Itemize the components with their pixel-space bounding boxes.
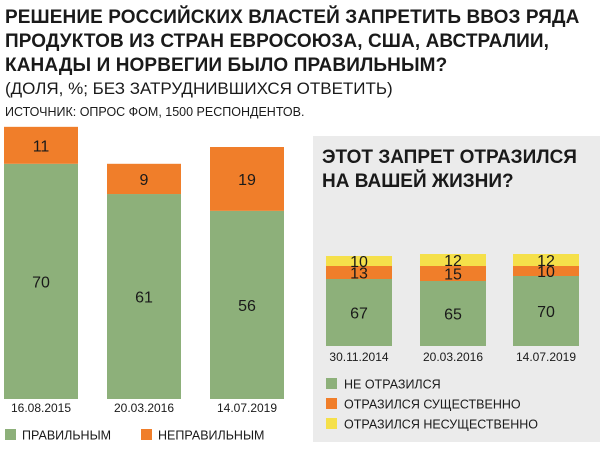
left-chart: 70 11 16.08.2015 61 9 20.03.2016 56 19 14.07.201… xyxy=(4,126,284,443)
chart-subtitle: (ДОЛЯ, %; БЕЗ ЗАТРУДНИВШИХСЯ ОТВЕТИТЬ) xyxy=(5,79,393,98)
right-bar-1-series-3 xyxy=(326,256,392,266)
left-bar-3-series-2-value-label: 19 xyxy=(238,172,256,189)
left-bar-3-series-2 xyxy=(210,147,284,211)
left-bar-2-series-2 xyxy=(107,163,181,195)
left-category-label-2: 20.03.2016 xyxy=(114,401,174,415)
right-category-label-1: 30.11.2014 xyxy=(329,350,388,364)
left-bar-1-series-2-value-label: 11 xyxy=(33,138,50,155)
chart-source: ИСТОЧНИК: ОПРОС ФОМ, 1500 РЕСПОНДЕНТОВ. xyxy=(5,105,305,119)
right-bar-2-series-1 xyxy=(420,281,486,346)
left-bar-3-series-1-value-label: 56 xyxy=(238,298,256,315)
right-legend-label-1: НЕ ОТРАЗИЛСЯ xyxy=(344,378,441,392)
left-bar-2-series-1-value-label: 61 xyxy=(135,290,153,307)
right-bar-2-series-3 xyxy=(420,254,486,266)
right-bar-2-series-2-value-label: 15 xyxy=(444,267,462,284)
left-legend-swatch-неправильным xyxy=(141,429,152,440)
right-bar-3-series-2-value-label: 10 xyxy=(537,264,555,281)
right-legend-label-2: ОТРАЗИЛСЯ СУЩЕСТВЕННО xyxy=(344,398,521,412)
right-bar-2-series-1-value-label: 65 xyxy=(444,307,462,324)
right-category-label-3: 14.07.2019 xyxy=(516,350,576,364)
right-legend-swatch-2 xyxy=(326,398,337,409)
right-legend-swatch-3 xyxy=(326,418,337,429)
left-bar-1-series-2 xyxy=(4,126,78,164)
right-panel-title-line-2: НА ВАШЕЙ ЖИЗНИ? xyxy=(322,170,514,192)
left-category-label-3: 14.07.2019 xyxy=(217,401,277,415)
right-bar-1-series-3-value-label: 10 xyxy=(350,254,368,271)
left-legend-label-правильным: ПРАВИЛЬНЫМ xyxy=(22,429,111,443)
right-legend-label-3: ОТРАЗИЛСЯ НЕСУЩЕСТВЕННО xyxy=(344,418,538,432)
right-category-label-2: 20.03.2016 xyxy=(423,350,483,364)
left-bar-1-series-1-value-label: 70 xyxy=(32,274,50,291)
right-chart: 67131030.11.201465151220.03.201670101214… xyxy=(326,253,579,432)
left-category-label-1: 16.08.2015 xyxy=(11,401,71,415)
left-legend-label-неправильным: НЕПРАВИЛЬНЫМ xyxy=(158,429,264,443)
right-bar-1-series-1-value-label: 67 xyxy=(350,306,368,323)
left-bar-1-series-1 xyxy=(4,163,78,399)
right-bar-3-series-3 xyxy=(513,254,579,266)
left-legend-swatch-правильным xyxy=(5,429,16,440)
right-bar-3-series-1 xyxy=(513,276,579,346)
right-panel-title-line-1: ЭТОТ ЗАПРЕТ ОТРАЗИЛСЯ xyxy=(322,147,577,168)
right-legend-swatch-1 xyxy=(326,378,337,389)
right-bar-2-series-2 xyxy=(420,266,486,281)
right-bar-2-series-3-value-label: 12 xyxy=(444,253,462,270)
right-bar-1-series-1 xyxy=(326,279,392,346)
right-bar-3-series-3-value-label: 12 xyxy=(537,253,555,270)
right-bar-3-series-1-value-label: 70 xyxy=(537,304,555,321)
right-bar-1-series-2 xyxy=(326,266,392,279)
left-bar-2-series-1 xyxy=(107,194,181,399)
chart-title: РЕШЕНИЕ РОССИЙСКИХ ВЛАСТЕЙ ЗАПРЕТИТЬ ВВО… xyxy=(5,7,580,76)
right-bar-3-series-2 xyxy=(513,266,579,276)
left-bar-3-series-1 xyxy=(210,210,284,399)
right-bar-1-series-2-value-label: 13 xyxy=(350,266,368,283)
left-bar-2-series-2-value-label: 9 xyxy=(140,172,149,189)
